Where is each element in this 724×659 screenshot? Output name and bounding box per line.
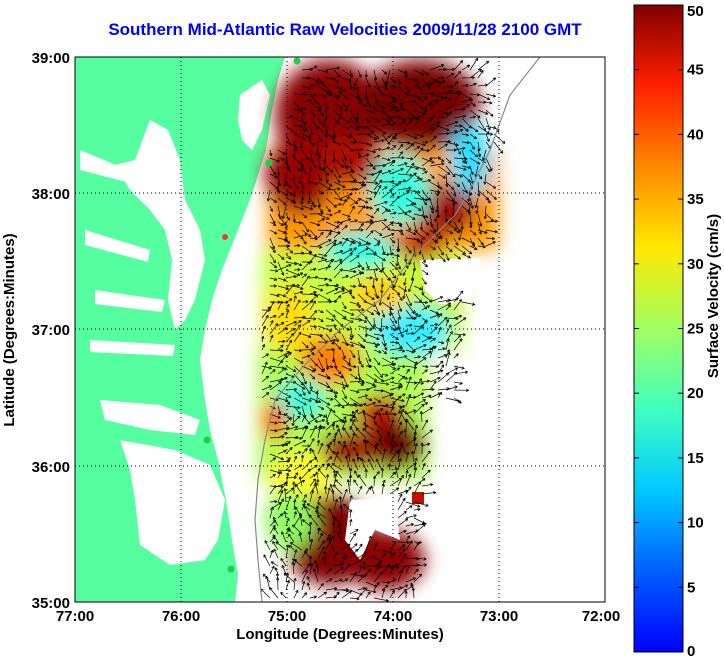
y-tick-label: 38:00 xyxy=(32,186,70,203)
station-marker xyxy=(222,234,228,240)
colorbar-label: Surface Velocity (cm/s) xyxy=(705,214,722,378)
y-tick-label: 35:00 xyxy=(32,595,70,612)
delaware-bay xyxy=(238,80,270,150)
velocity-arrows xyxy=(260,57,506,602)
data-cell xyxy=(412,492,424,504)
colorbar-tick-label: 20 xyxy=(687,385,704,402)
x-tick-label: 77:00 xyxy=(56,608,94,625)
colorbar-ticks: 0 5 10 15 20 25 30 35 40 45 50 xyxy=(634,3,704,659)
station-marker xyxy=(293,57,301,65)
chesapeake-bay xyxy=(115,120,205,330)
colorbar-tick-label: 10 xyxy=(687,515,704,532)
x-axis-label: Longitude (Degrees:Minutes) xyxy=(236,626,444,643)
x-tick-label: 72:00 xyxy=(582,608,620,625)
colorbar-tick-label: 45 xyxy=(687,62,704,79)
chart-title: Southern Mid-Atlantic Raw Velocities 200… xyxy=(108,20,582,39)
plot-frame xyxy=(74,56,606,603)
station-marker xyxy=(265,159,273,167)
y-tick-labels: 39:00 38:00 37:00 36:00 35:00 xyxy=(32,50,70,612)
colorbar-tick-label: 50 xyxy=(687,3,704,20)
river-inlet xyxy=(95,290,165,312)
arrow-vectors xyxy=(260,57,506,602)
colorbar-tick-label: 25 xyxy=(687,321,704,338)
colorbar-tick-label: 5 xyxy=(687,579,695,596)
station-marker xyxy=(227,565,235,573)
data-gap xyxy=(345,498,400,560)
colorbar-tick-label: 35 xyxy=(687,191,704,208)
x-tick-label: 76:00 xyxy=(162,608,200,625)
isobath-contour xyxy=(254,57,541,602)
station-markers xyxy=(203,57,301,573)
albemarle-sound xyxy=(100,400,200,435)
river-inlet xyxy=(80,150,140,185)
station-marker xyxy=(203,436,211,444)
x-tick-label: 73:00 xyxy=(480,608,518,625)
grid xyxy=(75,57,605,602)
y-axis-label: Latitude (Degrees:Minutes) xyxy=(1,233,18,426)
river-inlet xyxy=(85,230,150,262)
y-tick-label: 37:00 xyxy=(32,322,70,339)
x-tick-label: 75:00 xyxy=(268,608,306,625)
colorbar-tick-label: 15 xyxy=(687,450,704,467)
x-tick-label: 74:00 xyxy=(374,608,412,625)
x-tick-labels: 77:00 76:00 75:00 74:00 73:00 72:00 xyxy=(56,608,620,625)
colorbar-tick-label: 0 xyxy=(687,643,695,659)
y-tick-label: 36:00 xyxy=(32,459,70,476)
colorbar-tick-label: 30 xyxy=(687,256,704,273)
river-inlet xyxy=(90,340,175,356)
y-tick-label: 39:00 xyxy=(32,50,70,67)
data-gap xyxy=(420,258,480,305)
colorbar-tick-label: 40 xyxy=(687,126,704,143)
pamlico-sound xyxy=(120,440,225,565)
colorbar xyxy=(633,4,684,653)
